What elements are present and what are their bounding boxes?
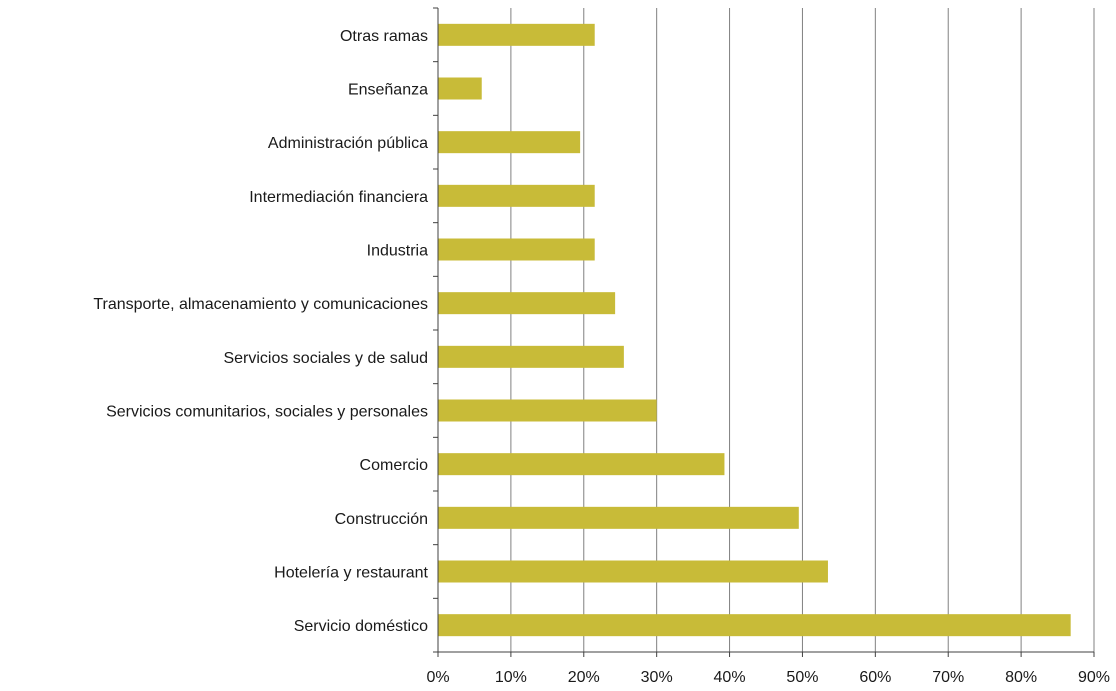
- category-label: Servicio doméstico: [294, 618, 428, 635]
- x-tick-label: 60%: [859, 669, 891, 686]
- bar: [438, 453, 725, 476]
- x-tick-label: 30%: [641, 669, 673, 686]
- bar: [438, 77, 482, 100]
- gridlines: [510, 8, 1095, 652]
- x-tick-label: 10%: [495, 669, 527, 686]
- x-tick-label: 50%: [786, 669, 818, 686]
- category-labels: Otras ramas Enseñanza Administración públi…: [93, 28, 428, 635]
- category-label: Comercio: [360, 457, 429, 474]
- bar: [438, 23, 595, 46]
- bar: [438, 399, 657, 422]
- bar: [438, 506, 799, 529]
- bar: [438, 560, 828, 583]
- bar: [438, 292, 616, 315]
- category-label: Construcción: [335, 511, 428, 528]
- category-label: Hotelería y restaurant: [274, 565, 428, 582]
- bar: [438, 345, 624, 368]
- category-label: Industria: [367, 243, 428, 260]
- x-tick-label: 40%: [714, 669, 746, 686]
- x-tick-label: 90%: [1078, 669, 1110, 686]
- category-label: Otras ramas: [340, 28, 428, 45]
- bars: [438, 23, 1071, 637]
- category-label: Enseñanza: [348, 82, 428, 99]
- axes: [433, 7, 1095, 657]
- x-tick-label: 70%: [932, 669, 964, 686]
- category-label: Transporte, almacenamiento y comunicacio…: [93, 296, 428, 313]
- bar: [438, 238, 595, 261]
- x-tick-label: 20%: [568, 669, 600, 686]
- x-tick-label: 80%: [1005, 669, 1037, 686]
- x-tick-labels: 0% 10% 20% 30% 40% 50% 60% 70% 80% 90%: [426, 669, 1110, 686]
- bar: [438, 614, 1071, 637]
- category-label: Administración pública: [268, 135, 428, 152]
- x-tick-label: 0%: [426, 669, 449, 686]
- category-label: Servicios sociales y de salud: [223, 350, 428, 367]
- bar: [438, 184, 595, 207]
- category-label: Intermediación financiera: [249, 189, 428, 206]
- bar: [438, 131, 581, 154]
- category-label: Servicios comunitarios, sociales y perso…: [106, 404, 428, 421]
